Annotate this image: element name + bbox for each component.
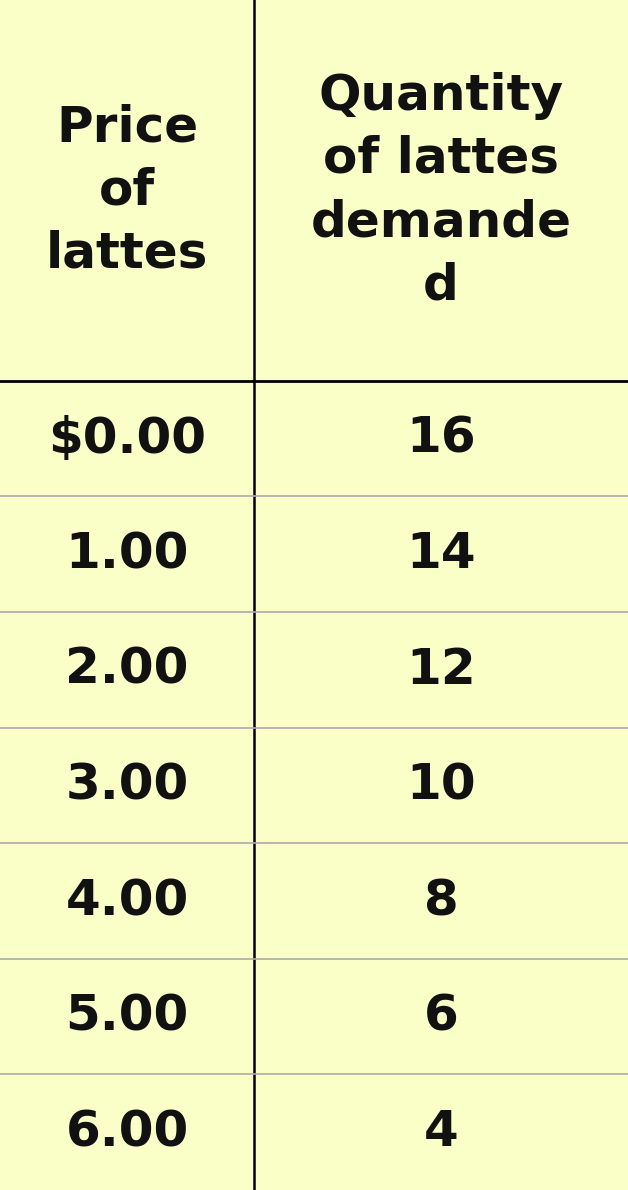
Text: 1.00: 1.00 [65,531,189,578]
Text: 4: 4 [424,1108,458,1157]
Text: 10: 10 [406,762,476,809]
Text: Quantity
of lattes
demande
d: Quantity of lattes demande d [311,71,571,309]
Text: 16: 16 [406,414,476,463]
Text: 6.00: 6.00 [65,1108,189,1157]
Text: 4.00: 4.00 [65,877,189,925]
Text: 5.00: 5.00 [65,992,189,1040]
Text: 3.00: 3.00 [65,762,189,809]
Text: 12: 12 [406,646,476,694]
Text: 6: 6 [424,992,458,1040]
Text: 14: 14 [406,531,476,578]
Text: 8: 8 [424,877,458,925]
Text: $0.00: $0.00 [48,414,206,463]
Text: 2.00: 2.00 [65,646,189,694]
Text: Price
of
lattes: Price of lattes [46,104,208,277]
